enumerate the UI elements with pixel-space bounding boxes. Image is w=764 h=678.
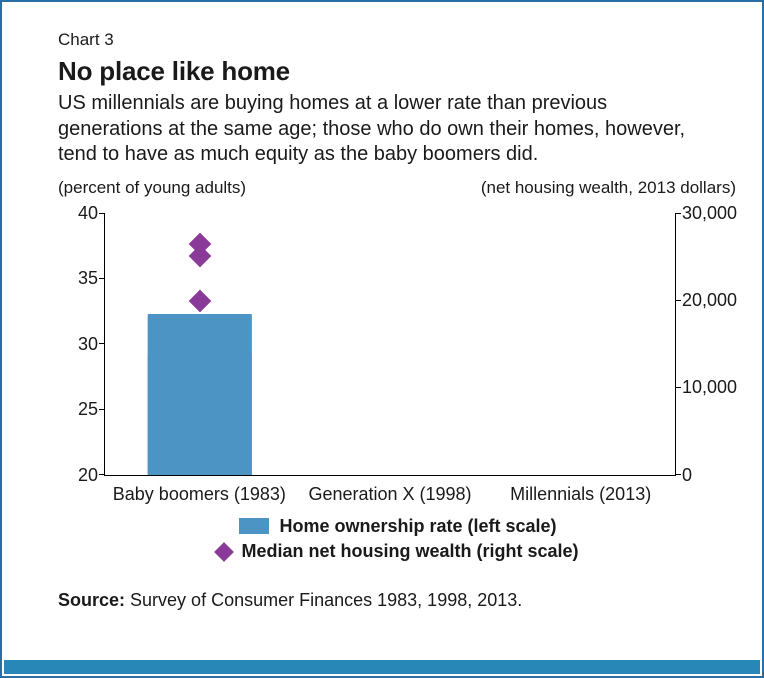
left-axis-caption: (percent of young adults) [58,178,246,198]
legend: Home ownership rate (left scale) Median … [58,514,738,565]
y-right-tick-label: 10,000 [682,378,737,396]
chart-number: Chart 3 [58,30,738,50]
bar [148,356,252,475]
legend-bar: Home ownership rate (left scale) [239,516,556,537]
y-left-tick-label: 25 [62,400,98,418]
x-tick-label: Baby boomers (1983) [104,480,295,504]
chart-subtitle: US millennials are buying homes at a low… [58,91,698,168]
diamond-marker-icon [189,233,212,256]
source-label: Source: [58,590,125,610]
chart-title: No place like home [58,56,738,87]
x-tick-label: Millennials (2013) [485,480,676,504]
y-right-tick-label: 30,000 [682,204,737,222]
y-left-tick-label: 35 [62,269,98,287]
y-right-tick-label: 20,000 [682,291,737,309]
plot-area: Baby boomers (1983)Generation X (1998)Mi… [58,204,738,504]
diamond-swatch-icon [215,542,235,562]
y-left-tick-label: 30 [62,335,98,353]
chart-inner: Chart 3 No place like home US millennial… [2,2,762,611]
legend-bar-label: Home ownership rate (left scale) [279,516,556,537]
source-line: Source: Survey of Consumer Finances 1983… [58,590,738,611]
chart-frame: Chart 3 No place like home US millennial… [0,0,764,678]
legend-marker: Median net housing wealth (right scale) [217,541,578,562]
legend-marker-label: Median net housing wealth (right scale) [241,541,578,562]
category-group [105,214,295,475]
y-right-tick-label: 0 [682,466,692,484]
bar-swatch-icon [239,518,269,534]
axis-captions: (percent of young adults) (net housing w… [58,178,738,198]
y-left-tick-label: 20 [62,466,98,484]
y-left-tick-label: 40 [62,204,98,222]
source-text: Survey of Consumer Finances 1983, 1998, … [125,590,522,610]
right-axis-caption: (net housing wealth, 2013 dollars) [481,178,736,198]
x-tick-label: Generation X (1998) [295,480,486,504]
bottom-band [4,660,760,674]
